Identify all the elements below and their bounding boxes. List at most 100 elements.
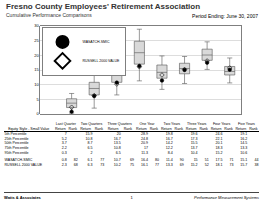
html-text:44: 44 [254, 158, 259, 163]
html-text:20: 20 [116, 132, 121, 137]
html-text:90: 90 [179, 158, 184, 163]
html-text:24.8: 24.8 [140, 136, 148, 141]
html-text:77: 77 [100, 158, 105, 163]
html-text:73: 73 [229, 162, 234, 167]
html-text:19.6: 19.6 [190, 132, 198, 137]
html-text:13.3: 13.3 [165, 162, 173, 167]
html-text:16.2: 16.2 [240, 136, 248, 141]
html-text:25th Percentile: 25th Percentile [4, 136, 29, 141]
svg-text:20: 20 [34, 53, 39, 58]
html-text:69: 69 [179, 162, 184, 167]
html-text:13.5: 13.5 [113, 141, 121, 146]
html-text:16.7: 16.7 [165, 136, 173, 141]
html-text:5.2: 5.2 [61, 136, 67, 141]
html-text:Rank: Rank [94, 126, 104, 131]
html-text:Performance Measurement System: Performance Measurement Systems [194, 195, 259, 200]
html-text:Return: Return [80, 126, 91, 131]
html-text:15: 15 [193, 158, 198, 163]
html-text:6.3: 6.3 [87, 162, 93, 167]
html-text:Watts & Associates: Watts & Associates [4, 195, 41, 200]
html-text:19.8: 19.8 [165, 132, 173, 137]
html-text:17.3: 17.3 [190, 136, 198, 141]
html-text:Rank: Rank [224, 126, 233, 131]
html-text:Rank: Rank [174, 126, 183, 131]
html-text:16.4: 16.4 [140, 158, 148, 163]
html-text:15.7: 15.7 [240, 162, 248, 167]
html-text:Rank: Rank [249, 126, 258, 131]
html-text:WASATCH-SMIC: WASATCH-SMIC [4, 158, 33, 163]
html-text:Return: Return [210, 126, 222, 131]
html-text:16.7: 16.7 [113, 136, 121, 141]
html-text:0.8: 0.8 [61, 158, 67, 163]
html-text:16.1: 16.1 [140, 162, 148, 167]
html-text:Rank: Rank [123, 126, 133, 131]
html-text:15.1: 15.1 [240, 158, 248, 163]
html-text:Fresno County Employees' Retir: Fresno County Employees' Retirement Asso… [6, 2, 201, 11]
html-text:6.5: 6.5 [115, 150, 121, 155]
html-text:10.4: 10.4 [190, 150, 198, 155]
html-text:19.1: 19.1 [240, 132, 248, 137]
html-text:15.2: 15.2 [215, 150, 223, 155]
svg-text:30: 30 [34, 23, 39, 28]
html-text:11.4: 11.4 [166, 158, 173, 163]
html-text:24.6: 24.6 [215, 132, 223, 137]
html-text:51: 51 [204, 158, 209, 163]
html-text:77: 77 [154, 162, 159, 167]
html-text:Return: Return [107, 126, 119, 131]
svg-text:5: 5 [36, 97, 39, 102]
html-text:20.9: 20.9 [140, 141, 148, 146]
html-text:Return: Return [54, 126, 66, 131]
html-text:50th Percentile: 50th Percentile [4, 141, 29, 146]
html-text:17.5: 17.5 [215, 158, 223, 163]
html-text:20.1: 20.1 [215, 141, 223, 146]
html-text:80: 80 [154, 158, 159, 163]
html-text:5th Percentile: 5th Percentile [4, 132, 27, 137]
html-text:RUSSELL 2000 VALUE: RUSSELL 2000 VALUE [4, 162, 43, 167]
html-text:68: 68 [73, 162, 78, 167]
html-text:Rank Return: Rank Return [149, 126, 172, 131]
html-text:95th Percentile: 95th Percentile [4, 150, 29, 155]
svg-text:25: 25 [34, 38, 39, 43]
html-text:Equity Style - Small Value: Equity Style - Small Value [8, 126, 50, 131]
html-text:52: 52 [204, 162, 209, 167]
svg-text:10: 10 [34, 82, 39, 87]
html-text:Return: Return [235, 126, 247, 131]
html-text:Rank: Rank [199, 126, 208, 131]
html-text:15.9: 15.9 [85, 132, 93, 137]
html-text:73: 73 [100, 162, 105, 167]
html-text:18.1: 18.1 [215, 162, 223, 167]
html-text:Return: Return [185, 126, 197, 131]
html-text:71: 71 [229, 158, 234, 163]
html-text:6.1: 6.1 [87, 158, 93, 163]
html-text:69: 69 [130, 158, 135, 163]
html-text:11.3: 11.3 [141, 150, 148, 155]
html-text:8.7: 8.7 [87, 141, 93, 146]
html-text:10.6: 10.6 [240, 150, 248, 155]
svg-text:WASATCH-SMIC: WASATCH-SMIC [83, 40, 110, 44]
html-text:10.8: 10.8 [85, 136, 93, 141]
html-text:Cumulative Performance Compari: Cumulative Performance Comparisons [6, 12, 92, 18]
html-text:75: 75 [130, 162, 135, 167]
html-text:3.7: 3.7 [61, 141, 67, 146]
html-text:Period Ending: June 30, 2007: Period Ending: June 30, 2007 [192, 13, 258, 19]
html-text:82: 82 [73, 158, 78, 163]
html-text:10.7: 10.7 [113, 158, 121, 163]
svg-text:RUSSELL 2000 VALUE: RUSSELL 2000 VALUE [83, 59, 120, 63]
html-text:8.4: 8.4 [167, 150, 173, 155]
html-text:14.5: 14.5 [240, 141, 248, 146]
html-text:10.2: 10.2 [113, 162, 121, 167]
html-text:Last Quarter: Last Quarter [55, 122, 76, 126]
html-text:28.9: 28.9 [140, 132, 148, 137]
html-text:Two Quarters: Two Quarters [80, 122, 103, 126]
html-text:22.1: 22.1 [215, 136, 223, 141]
html-text:0.3: 0.3 [61, 150, 67, 155]
html-text:15.2: 15.2 [190, 162, 198, 167]
html-text:15.5: 15.5 [190, 141, 198, 146]
html-text:Rank: Rank [68, 126, 77, 131]
svg-text:0: 0 [36, 111, 39, 116]
html-text:14.2: 14.2 [165, 141, 173, 146]
html-text:Return: Return [136, 126, 147, 131]
html-text:2.3: 2.3 [61, 162, 67, 167]
svg-text:15: 15 [34, 67, 39, 72]
html-text:38: 38 [254, 162, 259, 167]
